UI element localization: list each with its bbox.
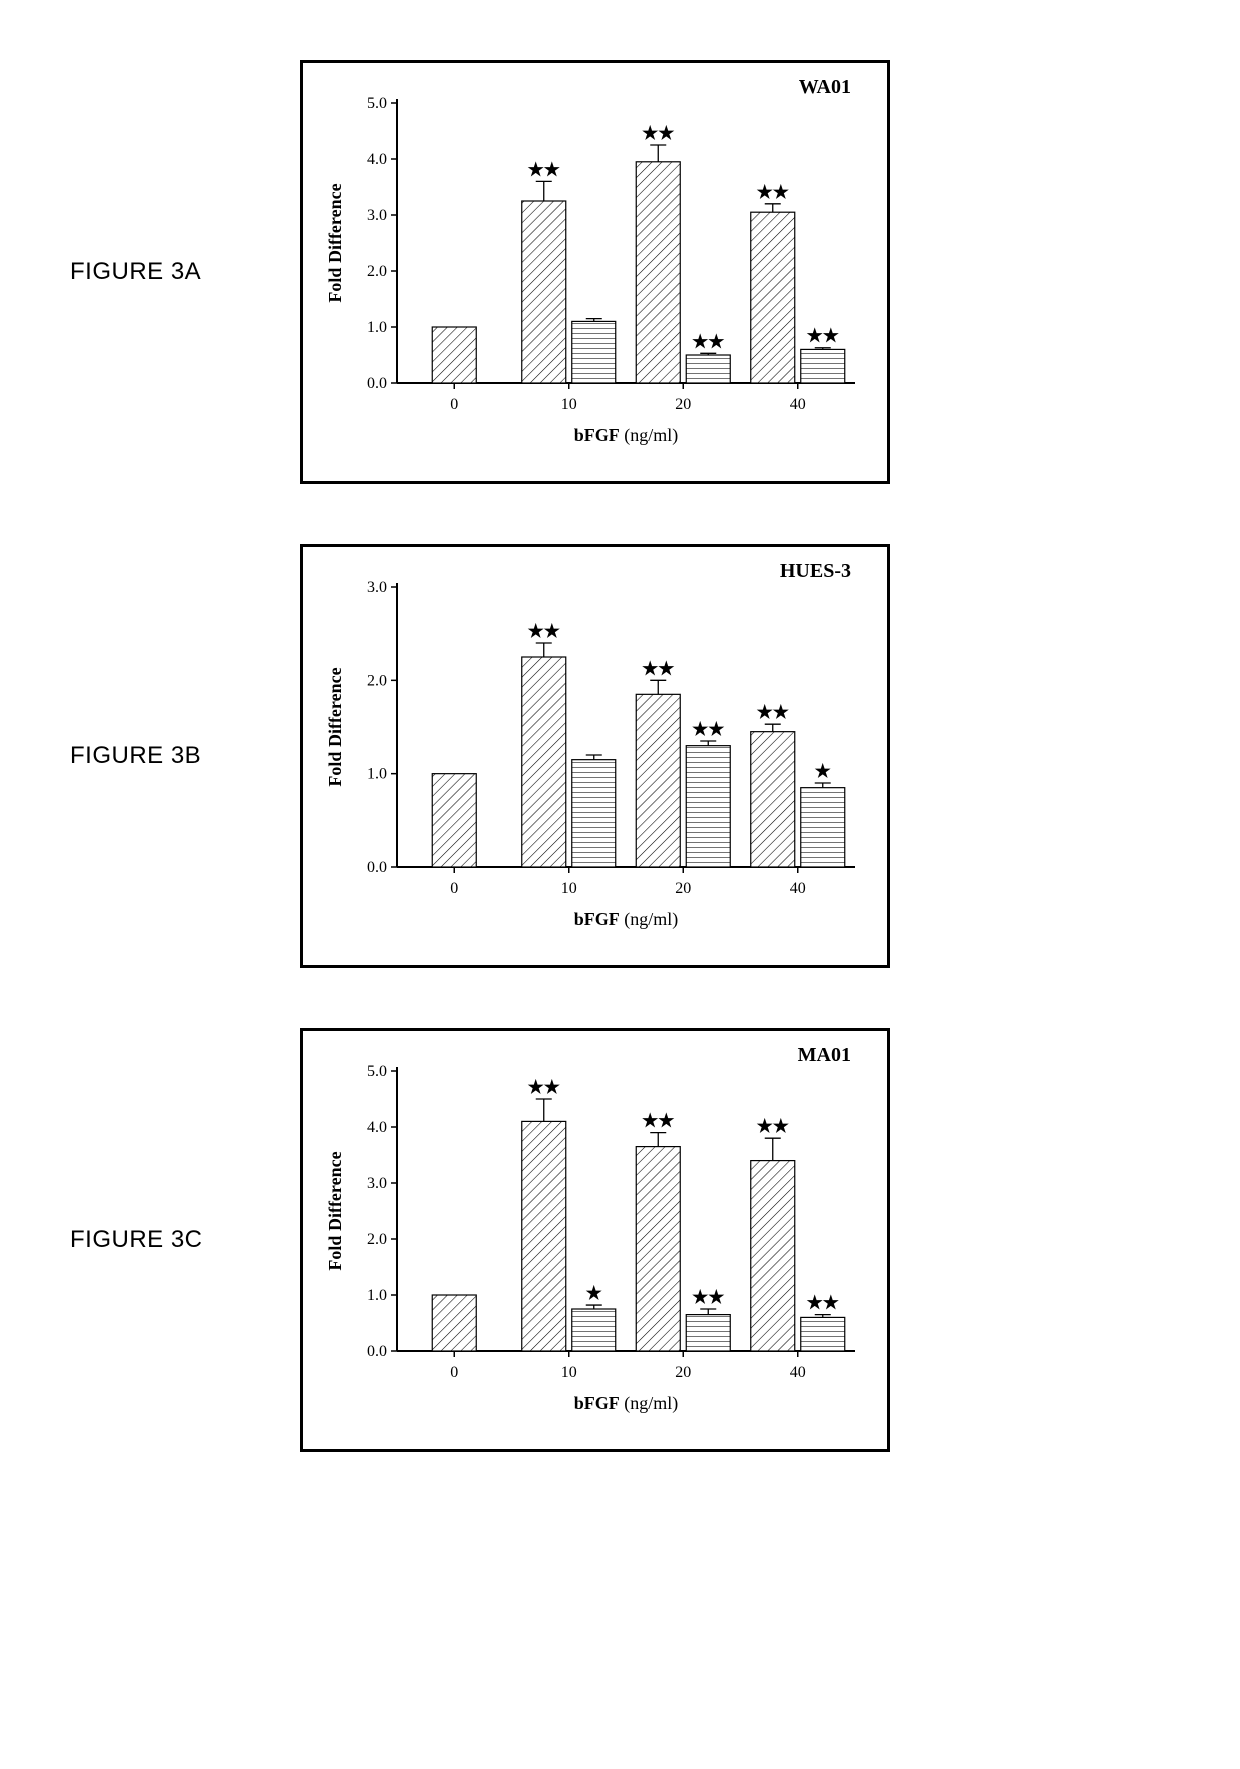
- x-tick-label: 40: [790, 1364, 806, 1381]
- bar-horiz: [801, 788, 845, 867]
- significance-marker: ★★: [757, 1116, 790, 1136]
- y-tick-label: 3.0: [367, 579, 387, 596]
- significance-marker: ★★: [807, 1293, 840, 1313]
- x-tick-label: 20: [675, 396, 691, 413]
- bar-horiz: [801, 1317, 845, 1351]
- figure-row: FIGURE 3B HUES-3 0.0 1.0 2.0 3.0 Fold Differen…: [40, 544, 1200, 968]
- x-tick-label: 20: [675, 1364, 691, 1381]
- figure-label: FIGURE 3A: [40, 258, 300, 286]
- y-tick-label: 2.0: [367, 672, 387, 689]
- x-axis-label: bFGF (ng/ml): [574, 1393, 679, 1414]
- bar-diag: [751, 212, 795, 383]
- y-tick-label: 2.0: [367, 263, 387, 280]
- y-tick-label: 4.0: [367, 1119, 387, 1136]
- bar-diag: [751, 1161, 795, 1351]
- bar-diag: [636, 694, 680, 867]
- y-tick-label: 3.0: [367, 1175, 387, 1192]
- y-axis-label: Fold Difference: [325, 1151, 345, 1270]
- significance-marker: ★★: [692, 331, 725, 351]
- significance-marker: ★★: [642, 123, 675, 143]
- significance-marker: ★★: [528, 159, 561, 179]
- x-tick-label: 20: [675, 880, 691, 897]
- figure-label: FIGURE 3C: [40, 1226, 300, 1254]
- chart-panel: WA01 0.0 1.0 2.0 3.0 4.0 5.0 Fold Difference 0 10…: [300, 60, 890, 484]
- x-tick-label: 0: [450, 1364, 458, 1381]
- bar-diag: [522, 657, 566, 867]
- bar-horiz: [801, 349, 845, 383]
- significance-marker: ★★: [692, 1287, 725, 1307]
- bar-chart: HUES-3 0.0 1.0 2.0 3.0 Fold Difference 0 10 ★★ 20…: [315, 557, 875, 957]
- significance-marker: ★: [815, 761, 832, 781]
- x-tick-label: 10: [561, 880, 577, 897]
- y-axis-label: Fold Difference: [325, 667, 345, 786]
- y-tick-label: 3.0: [367, 207, 387, 224]
- x-tick-label: 0: [450, 880, 458, 897]
- y-tick-label: 1.0: [367, 766, 387, 783]
- bar-horiz: [686, 355, 730, 383]
- y-tick-label: 0.0: [367, 375, 387, 392]
- bar-diag: [636, 162, 680, 383]
- x-axis-label: bFGF (ng/ml): [574, 909, 679, 930]
- significance-marker: ★: [586, 1283, 603, 1303]
- y-tick-label: 1.0: [367, 1287, 387, 1304]
- significance-marker: ★★: [807, 326, 840, 346]
- x-tick-label: 40: [790, 396, 806, 413]
- figure-row: FIGURE 3A WA01 0.0 1.0 2.0 3.0 4.0 5.0 Fold Diff…: [40, 60, 1200, 484]
- panel-title: MA01: [798, 1044, 851, 1066]
- bar-diag: [751, 732, 795, 867]
- bar-diag: [432, 774, 476, 867]
- x-tick-label: 40: [790, 880, 806, 897]
- bar-diag: [522, 201, 566, 383]
- x-axis-label: bFGF (ng/ml): [574, 425, 679, 446]
- bar-horiz: [572, 760, 616, 867]
- y-tick-label: 5.0: [367, 95, 387, 112]
- bar-diag: [636, 1147, 680, 1351]
- bar-horiz: [572, 321, 616, 383]
- bar-diag: [522, 1121, 566, 1351]
- bar-chart: MA01 0.0 1.0 2.0 3.0 4.0 5.0 Fold Difference 0 10…: [315, 1041, 875, 1441]
- x-tick-label: 0: [450, 396, 458, 413]
- bar-diag: [432, 1295, 476, 1351]
- x-tick-label: 10: [561, 396, 577, 413]
- figure-row: FIGURE 3C MA01 0.0 1.0 2.0 3.0 4.0 5.0 Fold Diff…: [40, 1028, 1200, 1452]
- significance-marker: ★★: [528, 621, 561, 641]
- significance-marker: ★★: [692, 719, 725, 739]
- bar-horiz: [686, 746, 730, 867]
- significance-marker: ★★: [642, 1111, 675, 1131]
- y-tick-label: 5.0: [367, 1063, 387, 1080]
- chart-panel: MA01 0.0 1.0 2.0 3.0 4.0 5.0 Fold Difference 0 10…: [300, 1028, 890, 1452]
- chart-panel: HUES-3 0.0 1.0 2.0 3.0 Fold Difference 0 10 ★★ 20…: [300, 544, 890, 968]
- y-tick-label: 0.0: [367, 1343, 387, 1360]
- bar-diag: [432, 327, 476, 383]
- panel-title: HUES-3: [780, 560, 851, 582]
- bar-chart: WA01 0.0 1.0 2.0 3.0 4.0 5.0 Fold Difference 0 10…: [315, 73, 875, 473]
- significance-marker: ★★: [528, 1077, 561, 1097]
- y-tick-label: 1.0: [367, 319, 387, 336]
- bar-horiz: [572, 1309, 616, 1351]
- bar-horiz: [686, 1315, 730, 1351]
- figure-label: FIGURE 3B: [40, 742, 300, 770]
- x-tick-label: 10: [561, 1364, 577, 1381]
- y-tick-label: 4.0: [367, 151, 387, 168]
- y-tick-label: 2.0: [367, 1231, 387, 1248]
- significance-marker: ★★: [642, 658, 675, 678]
- panel-title: WA01: [799, 76, 851, 98]
- y-axis-label: Fold Difference: [325, 183, 345, 302]
- y-tick-label: 0.0: [367, 859, 387, 876]
- significance-marker: ★★: [757, 702, 790, 722]
- significance-marker: ★★: [757, 182, 790, 202]
